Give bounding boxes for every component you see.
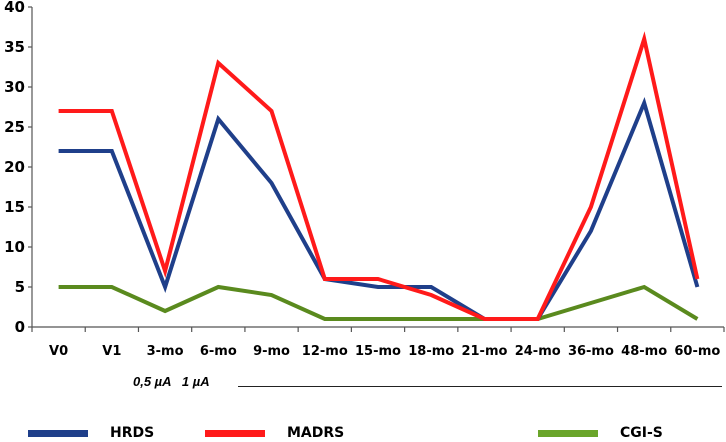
series-line-hrds [58, 96, 700, 321]
x-tick-label: 12-mo [302, 344, 348, 359]
y-tick-label: 30 [4, 78, 25, 96]
legend-swatch-cgis [538, 429, 598, 437]
series-line-cgis [58, 284, 699, 321]
line-chart: 0 5 10 15 20 25 30 35 40 V0 V1 3-mo 6-mo 9-mo 12-mo 15-… [4, 0, 725, 359]
y-tick-label: 0 [15, 318, 25, 336]
x-tick-label: 9-mo [253, 344, 290, 359]
x-tick-label: 15-mo [355, 344, 401, 359]
axes: 0 5 10 15 20 25 30 35 40 V0 V1 3-mo 6-mo 9-mo 12-mo 15-… [4, 0, 725, 359]
y-tick-label: 15 [4, 198, 25, 216]
y-tick-label: 25 [4, 118, 25, 136]
series-lines [58, 31, 700, 321]
y-tick-label: 10 [4, 238, 25, 256]
y-tick-label: 5 [15, 278, 25, 296]
legend-label-cgis: CGI-S [620, 425, 663, 441]
x-tick-label: 18-mo [408, 344, 454, 359]
dose-annotation: 0,5 µA 1 µA [133, 374, 210, 389]
y-tick-label: 40 [4, 0, 25, 16]
x-tick-label: 60-mo [674, 344, 720, 359]
x-tick-label: 6-mo [200, 344, 237, 359]
x-tick-label: 21-mo [461, 344, 507, 359]
legend-swatch-hrds [28, 429, 88, 437]
dose-timeline-line [238, 386, 722, 387]
x-tick-label: V0 [49, 344, 68, 359]
legend-label-madrs: MADRS [287, 425, 345, 441]
series-line-madrs [58, 31, 700, 321]
legend-item-madrs: MADRS [205, 425, 344, 441]
x-tick-label: 36-mo [568, 344, 614, 359]
legend-item-cgis: CGI-S [538, 425, 663, 441]
x-tick-label: 48-mo [621, 344, 667, 359]
y-tick-label: 20 [4, 158, 25, 176]
x-tick-label: 24-mo [515, 344, 561, 359]
legend-item-hrds: HRDS [28, 425, 154, 441]
legend-label-hrds: HRDS [110, 425, 155, 441]
x-tick-label: 3-mo [147, 344, 184, 359]
y-tick-label: 35 [4, 38, 25, 56]
legend: HRDS MADRS CGI-S [0, 425, 726, 442]
x-tick-label: V1 [102, 344, 121, 359]
legend-swatch-madrs [205, 429, 265, 437]
